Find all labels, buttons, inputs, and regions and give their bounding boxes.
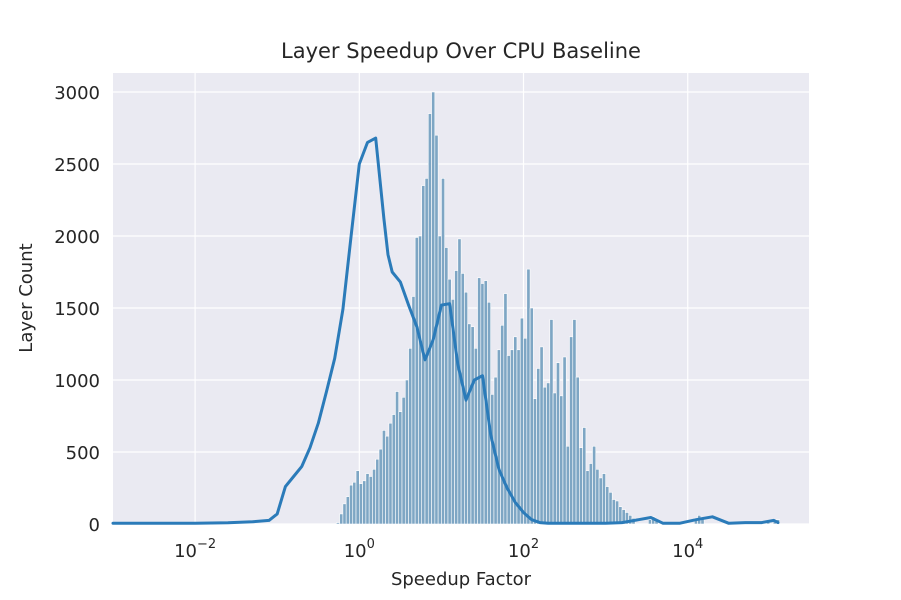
histogram-bar (401, 396, 406, 525)
histogram-bar (365, 473, 370, 525)
x-tick-label: 104 (672, 537, 703, 562)
y-tick-label: 2000 (54, 227, 100, 248)
y-tick-label: 1500 (54, 299, 100, 320)
histogram-bar (592, 445, 597, 525)
histogram-bar (526, 268, 531, 525)
histogram-bar (381, 430, 386, 525)
x-axis-ticks: 10−2 100 102 104 (174, 537, 703, 562)
histogram-bar (648, 519, 652, 525)
histogram-bar (559, 395, 564, 525)
histogram-bar (444, 247, 449, 525)
histogram-bar (441, 178, 445, 525)
histogram-bar (411, 296, 416, 525)
histogram-bar (336, 522, 340, 525)
histogram-bar (611, 499, 616, 525)
histogram-bar (595, 468, 600, 525)
histogram-bar (349, 484, 354, 525)
histogram-bar (608, 492, 613, 525)
histogram-bar (579, 447, 583, 525)
histogram-bar (362, 480, 367, 525)
histogram-bar (536, 368, 541, 525)
histogram-bar (542, 386, 547, 525)
histogram-bar (398, 411, 403, 525)
histogram-bar (506, 355, 511, 525)
histogram-bar (342, 503, 347, 525)
histogram-bar (477, 277, 482, 525)
histogram-bar (516, 349, 521, 525)
histogram-bar (339, 513, 344, 525)
histogram-bar (408, 348, 413, 525)
histogram-bar (615, 500, 620, 525)
histogram-bar (372, 468, 377, 525)
y-tick-label: 3000 (54, 83, 100, 104)
histogram-bar (533, 398, 537, 525)
histogram-bar (378, 448, 383, 525)
x-axis-label: Speedup Factor (391, 569, 532, 590)
y-axis-label: Layer Count (16, 243, 37, 352)
histogram-bar (345, 496, 350, 525)
histogram-bar (470, 326, 475, 525)
histogram-bar (388, 422, 393, 525)
histogram-bar (391, 414, 396, 525)
histogram-bar (585, 470, 590, 525)
histogram-bar (454, 270, 459, 525)
histogram-bar (467, 323, 472, 525)
histogram-bars (336, 91, 780, 525)
y-axis-ticks: 0 500 1000 1500 2000 2500 3000 (54, 83, 100, 536)
chart-title: Layer Speedup Over CPU Baseline (281, 39, 641, 63)
histogram-bar (385, 435, 390, 525)
histogram-bar (418, 235, 423, 525)
histogram-bar (395, 391, 400, 525)
histogram-bar (539, 346, 544, 525)
histogram-bar (480, 283, 485, 525)
histogram-bar (523, 337, 528, 525)
histogram-bar (437, 235, 442, 525)
histogram-bar (414, 237, 419, 525)
histogram-bar (496, 349, 501, 525)
x-tick-label: 10−2 (174, 537, 216, 562)
histogram-bar (572, 319, 577, 525)
histogram-bar (500, 324, 505, 525)
x-tick-label: 100 (344, 537, 375, 562)
histogram-bar (355, 470, 360, 525)
histogram-bar (546, 382, 551, 525)
histogram-bar (473, 348, 478, 525)
histogram-bar (464, 291, 468, 525)
histogram-bar (552, 392, 557, 525)
histogram-bar (460, 273, 465, 525)
x-tick-label: 102 (508, 537, 539, 562)
y-tick-label: 0 (89, 515, 100, 536)
histogram-bar (529, 307, 534, 525)
histogram-bar (513, 336, 518, 525)
y-tick-label: 500 (66, 443, 100, 464)
histogram-bar (549, 319, 554, 525)
histogram-bar (427, 113, 432, 525)
histogram-bar (519, 317, 524, 525)
histogram-bar (582, 427, 587, 525)
histogram-bar (562, 356, 567, 525)
histogram-bar (556, 362, 560, 525)
histogram-bar (359, 483, 363, 525)
histogram-bar (602, 473, 606, 525)
histogram-bar (605, 486, 610, 525)
histogram-bar (375, 458, 380, 525)
y-tick-label: 2500 (54, 155, 100, 176)
histogram-bar (565, 445, 570, 525)
histogram-bar (404, 379, 409, 525)
histogram-bar (431, 91, 436, 525)
histogram-bar (368, 476, 373, 525)
histogram-bar (352, 481, 357, 525)
kde-curve (111, 136, 780, 525)
histogram-bar (598, 477, 603, 525)
histogram-bar (575, 376, 580, 525)
histogram-bar (569, 336, 574, 525)
histogram-bar (588, 463, 593, 525)
y-tick-label: 1000 (54, 371, 100, 392)
histogram-bar (490, 394, 495, 525)
